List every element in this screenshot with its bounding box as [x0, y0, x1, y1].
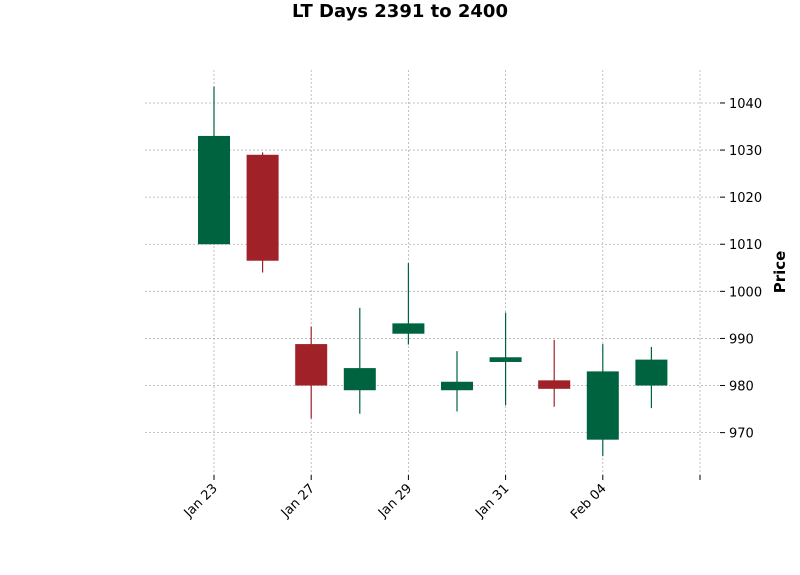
- y-tick-label: 1030: [729, 144, 762, 159]
- candle-body: [635, 359, 668, 386]
- candle-body: [586, 371, 619, 440]
- y-tick-label: 1010: [729, 238, 762, 253]
- candle: [489, 312, 522, 406]
- candle-body: [538, 380, 571, 389]
- x-tick-label: Jan 27: [278, 481, 318, 521]
- x-tick-label: Jan 31: [472, 481, 512, 521]
- candle-body: [489, 357, 522, 362]
- chart-title: LT Days 2391 to 2400: [292, 1, 508, 22]
- x-tick-label: Feb 04: [568, 481, 610, 523]
- y-tick-label: 1000: [729, 285, 762, 300]
- candle-body: [343, 368, 376, 391]
- grid: [145, 70, 720, 475]
- y-tick-label: 1040: [729, 97, 762, 112]
- candle: [343, 307, 376, 414]
- candle: [441, 351, 473, 412]
- candle: [392, 263, 425, 345]
- y-axis: 970 980 990 1000 1010 1020 1030 1040: [720, 97, 762, 442]
- candle-body: [295, 344, 328, 386]
- candle: [635, 346, 668, 409]
- y-tick-label: 980: [729, 380, 754, 395]
- candle: [246, 152, 279, 273]
- y-tick-label: 990: [729, 332, 754, 347]
- candle-body: [392, 323, 425, 334]
- candle-body: [198, 135, 230, 245]
- candle-body: [246, 154, 279, 261]
- x-axis: Jan 23 Jan 27 Jan 29 Jan 31 Feb 04: [181, 475, 701, 523]
- candle: [538, 339, 571, 407]
- candle: [198, 86, 230, 245]
- x-tick-label: Jan 29: [375, 481, 415, 521]
- candle: [295, 326, 328, 419]
- y-tick-label: 970: [729, 427, 754, 442]
- y-axis-label: Price: [771, 251, 789, 294]
- y-tick-label: 1020: [729, 191, 762, 206]
- x-tick-label: Jan 23: [181, 481, 221, 521]
- candle-body: [441, 381, 473, 391]
- candles: [198, 86, 668, 457]
- candle: [586, 344, 619, 457]
